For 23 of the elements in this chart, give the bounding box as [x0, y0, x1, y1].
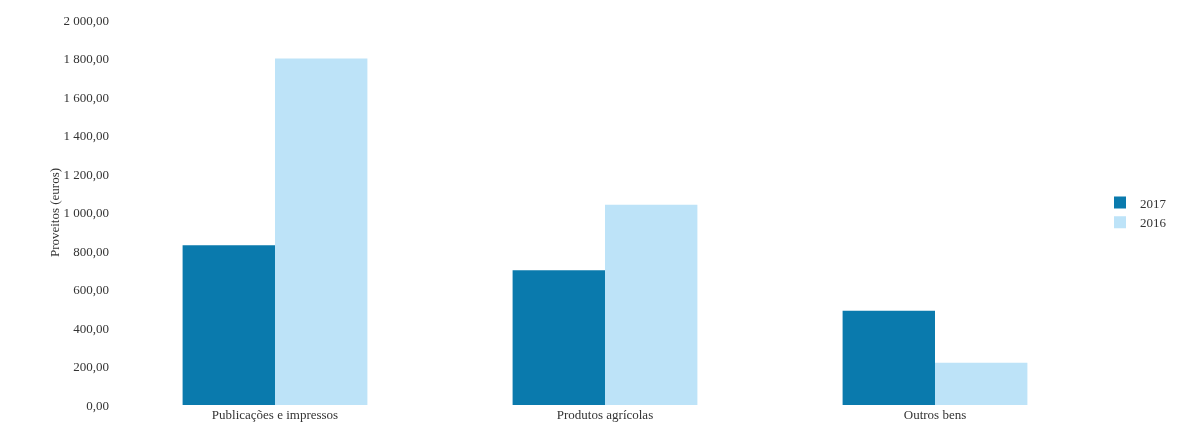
bar — [275, 58, 368, 405]
y-axis-title: Proveitos (euros) — [46, 167, 62, 258]
legend-label: 2016 — [1140, 215, 1167, 231]
x-tick-label: Produtos agrícolas — [556, 407, 654, 422]
y-tick-label: 0,00 — [86, 397, 109, 413]
bar — [182, 245, 275, 405]
y-tick-label: 1 200,00 — [63, 166, 109, 182]
y-tick-label: 200,00 — [73, 359, 109, 375]
y-tick-label: 1 400,00 — [63, 128, 109, 144]
bar — [842, 310, 935, 405]
y-tick-label: 1 000,00 — [63, 205, 109, 221]
x-tick-label: Outros bens — [903, 407, 967, 422]
legend-label: 2017 — [1140, 195, 1167, 211]
x-tick-label: Publicações e impressos — [211, 407, 339, 422]
y-tick-label: 1 800,00 — [63, 51, 109, 67]
bar — [512, 270, 605, 405]
bar — [605, 204, 698, 405]
y-tick-label: 1 600,00 — [63, 89, 109, 105]
y-tick-label: 400,00 — [73, 320, 109, 336]
y-tick-label: 600,00 — [73, 282, 109, 298]
bar — [935, 362, 1028, 405]
y-tick-label: 800,00 — [73, 243, 109, 259]
y-tick-label: 2 000,00 — [63, 12, 109, 28]
